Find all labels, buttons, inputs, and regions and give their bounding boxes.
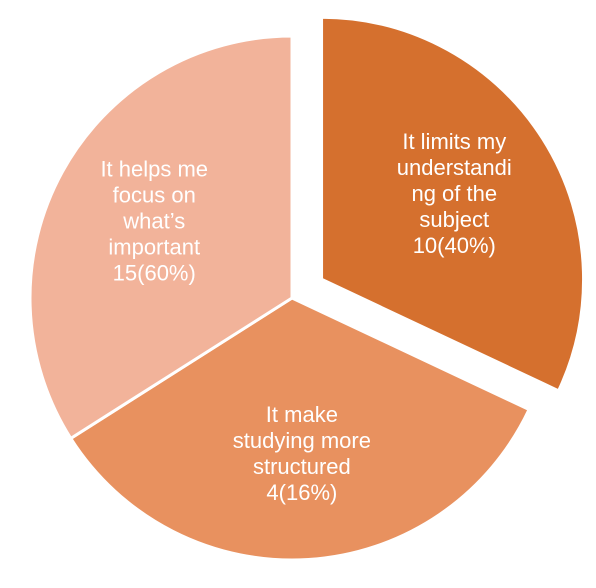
slice-label-line: focus on (113, 182, 196, 207)
slice-label-line: It helps me (100, 156, 208, 181)
slice-label-line: ng of the (411, 181, 497, 206)
slice-label-line: 4(16%) (266, 480, 337, 505)
slice-label-line: understandi (397, 155, 512, 180)
pie-slice (28, 34, 294, 441)
slice-label: It make studying more structured 4(16%) (233, 402, 371, 505)
slice-label-line: studying more (233, 428, 371, 453)
slice-label-line: 15(60%) (113, 260, 196, 285)
slice-label-line: what’s (122, 208, 185, 233)
pie-slice (320, 15, 586, 393)
slice-label-line: important (108, 234, 200, 259)
slice-label: It limits my understandi ng of the subject 1… (397, 129, 512, 258)
slice-label: It helps me focus on what’s important 15(60%… (100, 156, 208, 285)
slice-label-line: It limits my (402, 129, 506, 154)
pie-slice (68, 296, 532, 562)
slice-label-line: It make (266, 402, 338, 427)
slice-label-line: structured (253, 454, 351, 479)
slice-label-line: 10(40%) (413, 233, 496, 258)
slice-label-line: subject (419, 207, 489, 232)
